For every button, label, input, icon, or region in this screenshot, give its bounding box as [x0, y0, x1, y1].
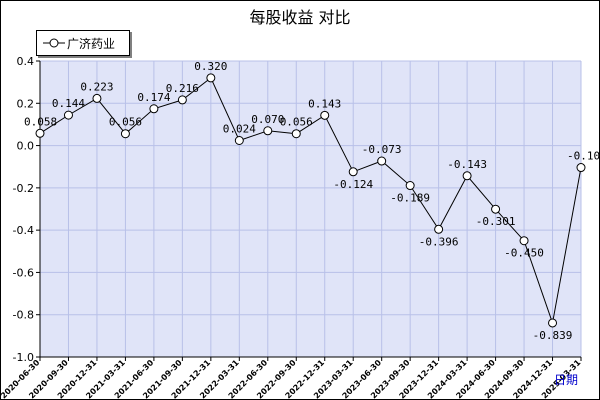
data-point-7 [234, 135, 244, 145]
data-label-16: -0.301 [476, 215, 516, 228]
data-label-1: 0.144 [52, 97, 85, 110]
data-point-2 [92, 93, 102, 103]
data-point-3 [120, 129, 130, 139]
data-point-19 [576, 163, 586, 173]
y-tick-label-5: -0.6 [13, 266, 34, 279]
data-label-3: 0.056 [109, 116, 142, 129]
data-label-19: -0.104 [567, 150, 600, 163]
data-point-6 [206, 73, 216, 83]
data-point-13 [405, 181, 415, 191]
data-point-1 [63, 110, 73, 120]
x-axis-label: 日期 [554, 373, 578, 387]
data-label-15: -0.143 [447, 158, 487, 171]
y-tick-label-7: -1.0 [13, 351, 34, 364]
data-label-11: -0.124 [333, 178, 373, 191]
data-point-0 [35, 128, 45, 138]
data-label-17: -0.450 [504, 247, 544, 260]
legend: 广济药业 [36, 30, 130, 56]
data-label-14: -0.396 [419, 235, 459, 248]
data-label-2: 0.223 [80, 80, 113, 93]
data-point-10 [320, 110, 330, 120]
legend-marker-icon [43, 38, 65, 48]
data-label-7: 0.024 [223, 122, 256, 135]
series-line [39, 77, 582, 325]
data-point-5 [177, 95, 187, 105]
data-point-4 [149, 104, 159, 114]
data-label-8: 0.070 [251, 113, 284, 126]
data-point-12 [377, 156, 387, 166]
y-tick-label-1: 0.2 [17, 97, 35, 110]
data-point-18 [548, 318, 558, 328]
y-tick-label-4: -0.4 [13, 224, 34, 237]
plot-area [40, 61, 581, 357]
data-label-12: -0.073 [362, 143, 402, 156]
data-label-13: -0.189 [390, 192, 430, 205]
data-point-8 [263, 126, 273, 136]
data-label-5: 0.216 [166, 82, 199, 95]
data-point-16 [491, 204, 501, 214]
chart-title: 每股收益 对比 [249, 8, 351, 27]
data-point-17 [519, 236, 529, 246]
data-point-9 [291, 129, 301, 139]
y-tick-label-6: -0.8 [13, 309, 34, 322]
data-label-0: 0.058 [24, 115, 57, 128]
data-label-6: 0.320 [194, 60, 227, 73]
data-label-4: 0.174 [137, 91, 170, 104]
legend-label: 广济药业 [67, 37, 116, 51]
data-label-9: 0.056 [280, 116, 313, 129]
data-label-10: 0.143 [308, 97, 341, 110]
y-tick-label-2: 0.0 [17, 140, 35, 153]
data-point-15 [462, 171, 472, 181]
data-point-11 [348, 167, 358, 177]
y-tick-label-3: -0.2 [13, 182, 34, 195]
data-label-18: -0.839 [533, 329, 573, 342]
y-tick-label-0: 0.4 [17, 55, 35, 68]
data-point-14 [434, 224, 444, 234]
